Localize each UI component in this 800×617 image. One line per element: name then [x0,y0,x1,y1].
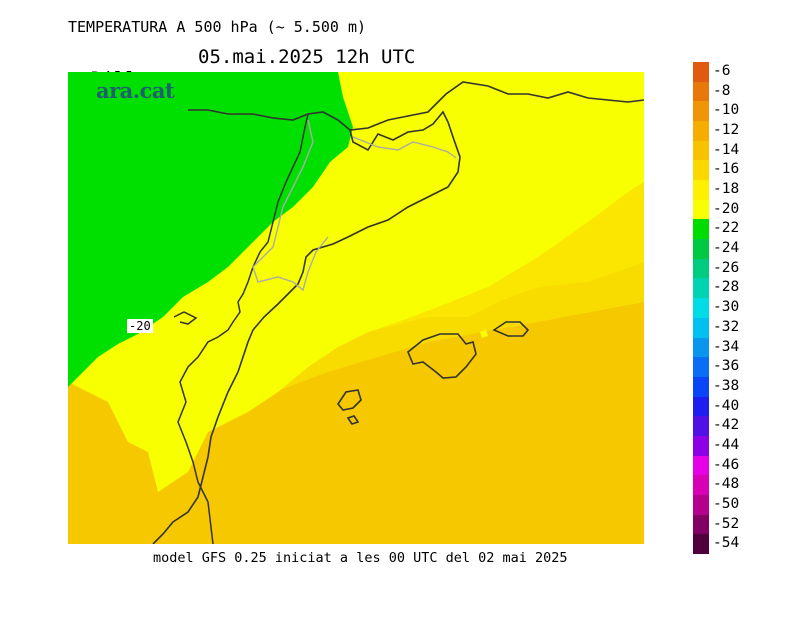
region-border [252,119,457,292]
legend-swatch [693,160,709,181]
legend-swatch [693,396,709,417]
legend-label: -34 [713,338,740,355]
legend-label: -10 [713,102,740,119]
legend-label: -26 [713,259,740,276]
legend-label: -6 [713,63,731,79]
menorca-island [492,321,530,337]
legend-label: -22 [713,220,740,237]
legend-swatch [693,534,709,555]
legend-swatch [693,455,709,476]
contour-label: -20 [127,319,153,333]
brand-logo: ara.cat [96,78,175,103]
legend-label: -36 [713,358,740,375]
legend-label: -24 [713,240,740,257]
temperature-map [68,72,644,544]
legend-label: -32 [713,318,740,335]
legend-label: -52 [713,515,740,532]
legend-label: -54 [713,535,740,552]
legend-label: -44 [713,436,740,453]
map-title: TEMPERATURA A 500 hPa (~ 5.500 m) [68,18,367,36]
model-footer: model GFS 0.25 iniciat a les 00 UTC del … [153,550,568,566]
legend-label: -16 [713,161,740,178]
legend-label: -8 [713,82,731,99]
pyrenees-border [177,113,309,544]
legend-swatch [693,62,709,83]
legend-label: -14 [713,141,740,158]
datetime-label: 05.mai.2025 12h UTC [198,46,416,68]
legend-swatch [693,180,709,201]
legend-label: -12 [713,122,740,139]
legend-label: -40 [713,397,740,414]
legend-label: -42 [713,417,740,434]
legend-swatch [693,357,709,378]
legend-label: -20 [713,200,740,217]
legend-label: -18 [713,181,740,198]
legend-swatch [693,239,709,260]
legend-swatch [693,140,709,161]
legend-swatch [693,121,709,142]
legend-swatch [693,258,709,279]
zone-green [68,72,353,387]
legend-label: -46 [713,456,740,473]
legend-swatch [693,337,709,358]
legend-swatch [693,416,709,437]
formentera-island [346,415,360,425]
north-coast-small [173,311,198,325]
legend-swatch [693,278,709,299]
legend-label: -48 [713,476,740,493]
legend-label: -38 [713,377,740,394]
legend-swatch [693,494,709,516]
color-legend [693,62,709,555]
legend-label: -50 [713,495,740,512]
legend-swatch [693,435,709,457]
coastline [152,81,644,544]
legend-swatch [693,514,709,535]
legend-swatch [693,101,709,122]
ibiza-island [337,389,362,411]
legend-swatch [693,475,709,496]
legend-swatch [693,81,709,102]
legend-swatch [693,376,709,398]
legend-swatch [693,298,709,319]
legend-label: -30 [713,299,740,316]
cabrera-island [480,330,488,338]
legend-swatch [693,219,709,240]
mallorca-island [407,333,477,379]
legend-label: -28 [713,279,740,296]
legend-swatch [693,317,709,338]
legend-swatch [693,199,709,220]
